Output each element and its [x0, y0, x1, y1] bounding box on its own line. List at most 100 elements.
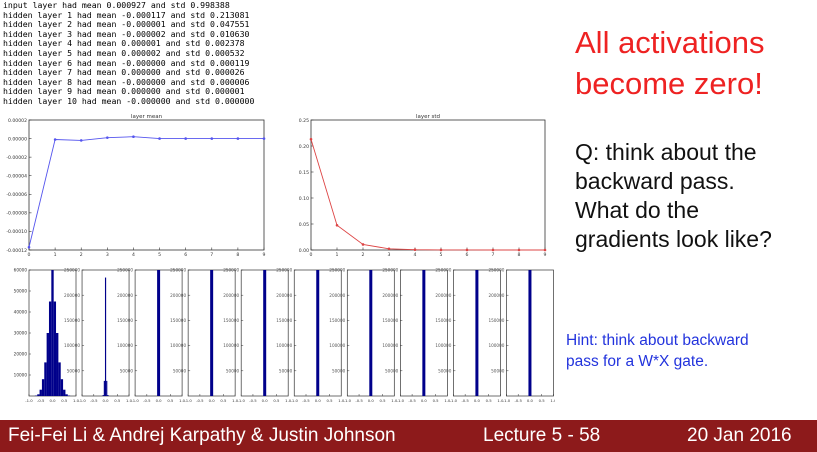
- x-tick-label: 0.0: [315, 398, 322, 403]
- y-tick-label: 50000: [332, 368, 346, 373]
- histogram-bar: [102, 394, 104, 396]
- x-tick-label: 5: [158, 252, 161, 258]
- histogram-bar: [37, 394, 40, 396]
- series-line: [28, 136, 264, 248]
- data-point: [79, 139, 83, 142]
- histogram-bar: [103, 380, 105, 396]
- data-point: [132, 135, 135, 139]
- data-point: [53, 138, 57, 141]
- x-tick-label: -0.5: [196, 398, 204, 403]
- x-tick-label: -0.5: [461, 398, 469, 403]
- series-line: [310, 139, 546, 251]
- layer-stats-log: input layer had mean 0.000927 and std 0.…: [3, 0, 303, 107]
- data-point: [465, 248, 469, 252]
- histogram-bar: [475, 270, 479, 396]
- histogram-bar: [58, 362, 61, 396]
- hint-line: Hint: think about backward: [566, 332, 749, 349]
- y-tick-label: 100000: [64, 343, 80, 348]
- x-tick-label: 6: [184, 252, 187, 258]
- y-tick-label: -0.00010: [6, 229, 27, 235]
- histogram-bar: [316, 270, 320, 396]
- x-tick-label: 0.5: [539, 398, 546, 403]
- x-tick-label: 0: [310, 252, 313, 258]
- log-line: hidden layer 10 had mean -0.000000 and s…: [3, 95, 255, 106]
- x-tick-label: -0.5: [514, 398, 522, 403]
- y-tick-label: 150000: [276, 318, 292, 323]
- x-tick-label: 1.0: [338, 398, 345, 403]
- y-tick-label: -0.00002: [6, 155, 27, 161]
- x-tick-label: -0.5: [408, 398, 416, 403]
- x-tick-label: -0.5: [143, 398, 151, 403]
- data-point: [543, 248, 547, 252]
- y-tick-label: 150000: [170, 318, 186, 323]
- data-point: [413, 248, 417, 252]
- x-tick-label: 1.0: [285, 398, 292, 403]
- x-tick-label: 0.0: [209, 398, 216, 403]
- y-tick-label: 50000: [14, 289, 28, 294]
- y-tick-label: 250000: [329, 268, 345, 273]
- y-tick-label: 100000: [435, 343, 451, 348]
- hint-text: Hint: think about backward pass for a W*…: [566, 330, 816, 372]
- x-tick-label: 0.0: [474, 398, 481, 403]
- question-text: Q: think about the backward pass. What d…: [575, 138, 815, 254]
- question-line: backward pass.: [575, 168, 735, 194]
- x-tick-label: 8: [236, 252, 239, 258]
- chart-title: layer mean: [131, 114, 163, 120]
- y-tick-label: 250000: [276, 268, 292, 273]
- y-tick-label: 50000: [173, 368, 187, 373]
- y-tick-label: 0.00000: [8, 136, 27, 142]
- y-tick-label: 250000: [64, 268, 80, 273]
- x-tick-label: 0.0: [49, 398, 56, 403]
- x-tick-label: 1.0: [126, 398, 133, 403]
- x-tick-label: -1.0: [344, 398, 352, 403]
- data-point: [361, 243, 365, 246]
- x-tick-label: 7: [492, 252, 495, 258]
- y-tick-label: 0.00002: [8, 118, 27, 124]
- log-line: hidden layer 3 had mean -0.000002 and st…: [3, 28, 250, 39]
- y-tick-label: 250000: [170, 268, 186, 273]
- log-line: hidden layer 8 had mean -0.000000 and st…: [3, 76, 250, 87]
- y-tick-label: 200000: [170, 293, 186, 298]
- x-tick-label: 4: [132, 252, 135, 258]
- x-tick-label: 6: [466, 252, 469, 258]
- x-tick-label: 0.5: [273, 398, 280, 403]
- footer-date: 20 Jan 2016: [687, 425, 792, 446]
- log-line: hidden layer 5 had mean 0.000002 and std…: [3, 47, 245, 58]
- x-tick-label: 0.5: [326, 398, 333, 403]
- x-tick-label: -0.5: [37, 398, 45, 403]
- y-tick-label: 100000: [276, 343, 292, 348]
- y-tick-label: 50000: [438, 368, 452, 373]
- histogram-bar: [44, 362, 47, 396]
- x-tick-label: 0.0: [527, 398, 534, 403]
- y-tick-label: 100000: [170, 343, 186, 348]
- x-tick-label: 7: [210, 252, 213, 258]
- x-tick-label: -1.0: [503, 398, 511, 403]
- data-point: [439, 248, 443, 252]
- headline-line: All activations: [575, 25, 765, 60]
- histogram-bar: [63, 389, 66, 396]
- histogram-bar: [65, 394, 68, 396]
- y-tick-label: 200000: [435, 293, 451, 298]
- data-point: [210, 137, 214, 140]
- log-line: hidden layer 2 had mean -0.000001 and st…: [3, 19, 250, 30]
- y-tick-label: 250000: [488, 268, 504, 273]
- histogram-bar: [107, 394, 109, 396]
- data-point: [387, 247, 391, 251]
- x-tick-label: 2: [80, 252, 83, 258]
- y-tick-label: 200000: [223, 293, 239, 298]
- x-tick-label: 0.0: [368, 398, 375, 403]
- x-tick-label: -1.0: [397, 398, 405, 403]
- y-tick-label: 60000: [14, 268, 28, 273]
- y-tick-label: 250000: [117, 268, 133, 273]
- data-point: [491, 248, 495, 252]
- x-tick-label: 8: [518, 252, 521, 258]
- x-tick-label: 0.5: [167, 398, 174, 403]
- y-tick-label: 30000: [14, 331, 28, 336]
- y-tick-label: 200000: [276, 293, 292, 298]
- y-tick-label: 250000: [382, 268, 398, 273]
- histogram-bar: [53, 301, 57, 396]
- log-line: hidden layer 9 had mean 0.000000 and std…: [3, 86, 245, 97]
- x-tick-label: 1: [54, 252, 57, 258]
- x-tick-label: 0.5: [220, 398, 227, 403]
- data-point: [517, 248, 521, 252]
